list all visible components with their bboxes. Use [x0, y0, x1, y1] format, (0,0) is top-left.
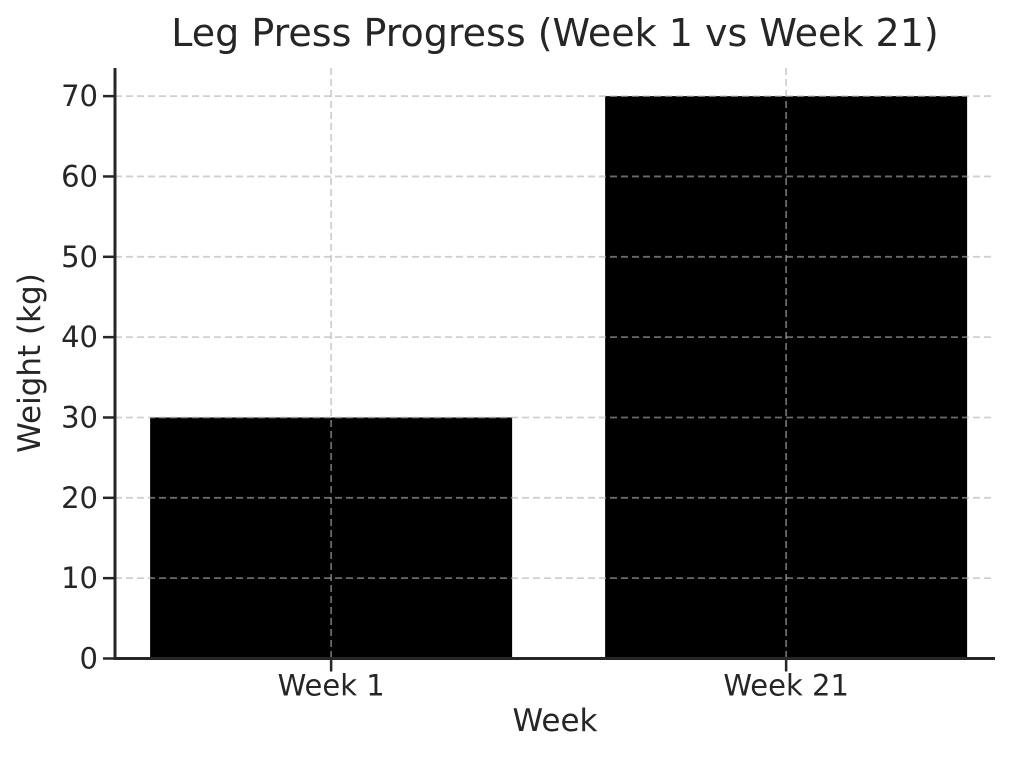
y-tick-label: 20	[61, 481, 98, 515]
y-tick-label: 10	[61, 561, 98, 595]
x-axis-label: Week	[512, 703, 598, 739]
y-tick-label: 60	[61, 159, 98, 193]
chart-title: Leg Press Progress (Week 1 vs Week 21)	[171, 11, 939, 55]
y-tick-label: 0	[80, 642, 98, 676]
y-tick-label: 40	[61, 320, 98, 354]
y-tick-label: 70	[61, 79, 98, 113]
x-tick-label: Week 21	[723, 669, 849, 703]
y-tick-label: 50	[61, 240, 98, 274]
y-tick-label: 30	[61, 400, 98, 434]
x-tick-label: Week 1	[278, 669, 385, 703]
